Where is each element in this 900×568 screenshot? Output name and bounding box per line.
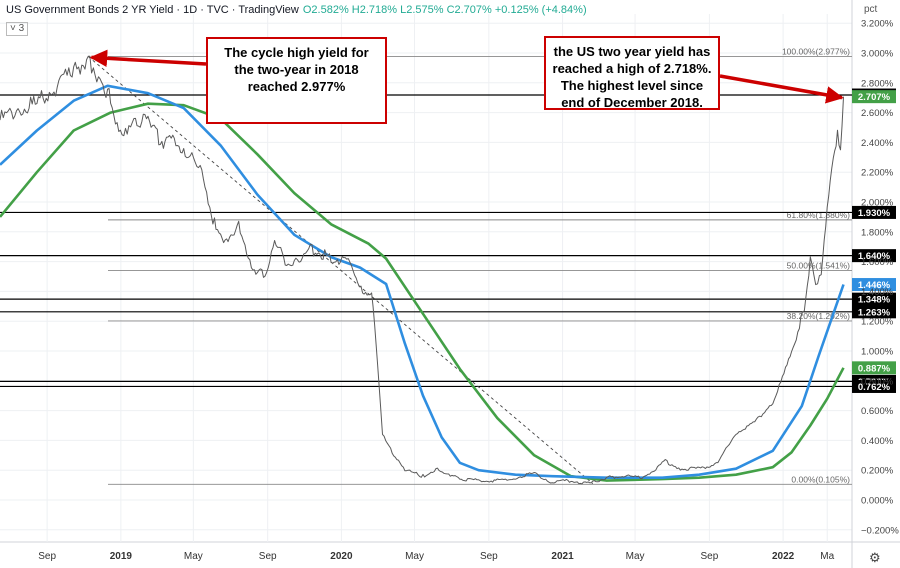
fib-label: 61.80%(1.880%) xyxy=(787,210,850,220)
x-tick-label: Ma xyxy=(820,551,834,562)
y-tick-label: −0.200% xyxy=(861,525,899,536)
y-tick-label: 0.200% xyxy=(861,466,894,477)
fib-label: 38.20%(1.202%) xyxy=(787,311,850,321)
ma-green-line xyxy=(0,102,845,482)
y-tick-label: 1.800% xyxy=(861,227,894,238)
y-tick-label: 1.600% xyxy=(861,257,894,268)
y-tick-label: 1.000% xyxy=(861,347,894,358)
gear-icon[interactable]: ⚙ xyxy=(869,550,881,565)
level-badge xyxy=(852,292,896,306)
x-tick-label: May xyxy=(626,551,645,562)
y-tick-label: 1.200% xyxy=(861,317,894,328)
price-badge-label: 2.707% xyxy=(858,92,891,103)
price-badge xyxy=(852,90,896,104)
fib-label: 50.00%(1.541%) xyxy=(787,260,850,270)
arrow-to-current-high xyxy=(719,74,844,104)
trendline xyxy=(87,56,594,484)
x-tick-label: Sep xyxy=(38,551,56,562)
ohlc-readout: O2.582% H2.718% L2.575% C2.707% +0.125% … xyxy=(302,4,587,16)
x-tick-label: 2020 xyxy=(330,551,353,562)
level-badge-label: 1.348% xyxy=(858,295,891,306)
x-tick-label: 2019 xyxy=(110,551,133,562)
indicator-collapse-button[interactable]: ˅ 3 xyxy=(6,22,29,36)
level-badge-label: 1.930% xyxy=(858,208,891,219)
level-badge-label: 0.762% xyxy=(858,382,891,393)
x-tick-label: Sep xyxy=(480,551,498,562)
callout-cycle-high: The cycle high yield for the two-year in… xyxy=(206,37,387,124)
price-badge-label: 1.446% xyxy=(858,280,891,291)
ma-blue-line xyxy=(0,84,845,480)
fib-label: 0.00%(0.105%) xyxy=(791,474,850,484)
x-axis: Sep 2019 May Sep 2020 May Sep 2021 May Sep 2022 Ma xyxy=(38,551,834,562)
level-badge xyxy=(852,205,896,219)
x-tick-label: May xyxy=(184,551,203,562)
price-line xyxy=(0,55,844,485)
arrow-to-cycle-high xyxy=(89,49,207,68)
y-tick-label: 0.000% xyxy=(861,496,894,507)
y-tick-label: 3.200% xyxy=(861,19,894,30)
price-badge xyxy=(852,278,896,292)
horizontal-levels: 2.718%1.930%1.640%1.348%1.263%0.796%0.76… xyxy=(0,88,896,393)
y-tick-label: 0.400% xyxy=(861,436,894,447)
y-tick-label: 2.600% xyxy=(861,108,894,119)
price-badge-label: 0.887% xyxy=(858,363,891,374)
price-badge xyxy=(852,361,896,375)
y-tick-label: 2.400% xyxy=(861,138,894,149)
x-tick-label: May xyxy=(405,551,424,562)
x-tick-label: 2022 xyxy=(772,551,795,562)
x-tick-label: Sep xyxy=(259,551,277,562)
fib-label: 100.00%(2.977%) xyxy=(782,46,850,56)
level-badge xyxy=(852,249,896,263)
y-tick-label: 2.000% xyxy=(861,198,894,209)
series-lines xyxy=(0,55,845,485)
callout-current-high: the US two year yield has reached a high… xyxy=(544,36,720,110)
chart-header: US Government Bonds 2 YR Yield · 1D · TV… xyxy=(6,4,587,16)
y-tick-label: 2.200% xyxy=(861,168,894,179)
y-tick-label: 0.600% xyxy=(861,406,894,417)
y-tick-label: 1.400% xyxy=(861,287,894,298)
y-axis: 3.200% 3.000% 2.800% 2.600% 2.400% 2.200% 2.00… xyxy=(861,19,899,537)
level-badge-label: 1.263% xyxy=(858,307,891,318)
y-tick-label: 2.800% xyxy=(861,78,894,89)
unit-label: pct xyxy=(864,4,878,15)
level-badge xyxy=(852,379,896,393)
y-tick-label: 3.000% xyxy=(861,49,894,60)
y-tick-label: 0.800% xyxy=(861,376,894,387)
level-badge-label: 1.640% xyxy=(858,251,891,262)
level-badge xyxy=(852,305,896,319)
callout-arrows xyxy=(89,49,844,104)
x-tick-label: Sep xyxy=(700,551,718,562)
chart-title: US Government Bonds 2 YR Yield · 1D · TV… xyxy=(6,4,299,16)
x-tick-label: 2021 xyxy=(551,551,574,562)
